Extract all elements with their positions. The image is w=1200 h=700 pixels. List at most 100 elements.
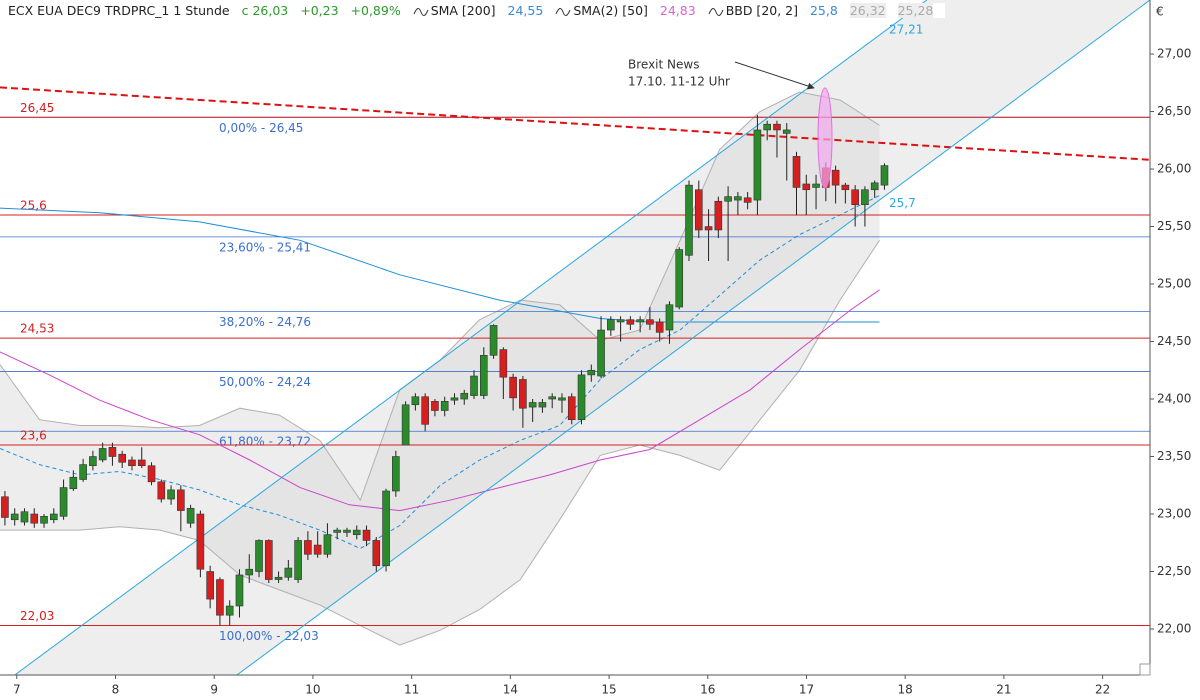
- candle-body: [69, 476, 78, 490]
- fibonacci-label: 50,00% - 24,24: [219, 375, 311, 389]
- candle-body: [177, 489, 185, 511]
- candle-body: [675, 249, 684, 308]
- candle-body: [861, 189, 869, 205]
- candle-body: [216, 579, 224, 616]
- candle-body: [421, 396, 429, 425]
- plot-area: 0,00% - 26,45 23,60% - 25,41 38,20% - 24,7…: [0, 0, 1150, 675]
- candle-body: [470, 375, 478, 396]
- candle-body: [255, 540, 263, 572]
- x-tick-label: 22: [1095, 683, 1110, 697]
- candle-body: [431, 401, 439, 411]
- y-tick-label: 22,50: [1157, 564, 1191, 578]
- annotations: Brexit News 17.10. 11-12 Uhr: [628, 58, 833, 189]
- bollinger-lower: [0, 240, 880, 646]
- candle-body: [743, 197, 752, 203]
- annotation-arrow: [734, 61, 815, 90]
- channel-fill: [14, 0, 1150, 675]
- header-item: BBD [20, 2]: [725, 3, 798, 18]
- x-tick-label: 14: [503, 683, 518, 697]
- candle-body: [831, 169, 840, 186]
- candle-body: [607, 319, 615, 331]
- candle-body: [626, 319, 635, 325]
- candle-body: [763, 123, 771, 131]
- fibonacci-label: 23,60% - 25,41: [219, 240, 311, 254]
- y-tick-label: 26,00: [1157, 162, 1191, 176]
- candle-body: [59, 487, 68, 517]
- indicator-icon: [708, 7, 724, 16]
- x-tick-label: 16: [700, 683, 715, 697]
- candle-body: [694, 189, 703, 231]
- candle-body: [851, 189, 859, 205]
- candle-body: [616, 319, 625, 323]
- bollinger-fill: [0, 92, 880, 646]
- candle-body: [509, 376, 517, 399]
- candle-body: [382, 490, 390, 567]
- candle-body: [753, 129, 762, 201]
- candle-body: [567, 396, 576, 421]
- y-tick-label: 22,00: [1157, 622, 1191, 636]
- x-tick-label: 10: [305, 683, 320, 697]
- x-tick-label: 21: [996, 683, 1011, 697]
- candle-body: [655, 321, 664, 333]
- candle-body: [333, 529, 342, 533]
- candle-body: [646, 319, 654, 325]
- candle-body: [343, 529, 351, 533]
- candle-body: [587, 369, 596, 376]
- x-tick-label: 11: [404, 683, 419, 697]
- candle-body: [734, 196, 742, 201]
- candle-body: [245, 568, 254, 576]
- candle-body: [450, 397, 459, 401]
- level-label: 26,45: [20, 101, 54, 115]
- fibonacci-label: 100,00% - 22,03: [219, 629, 319, 643]
- candle-body: [294, 540, 302, 580]
- candle-body: [724, 196, 732, 202]
- header-item: +0,23: [300, 3, 339, 18]
- candle-body: [118, 453, 127, 463]
- fibonacci-label: 38,20% - 24,76: [219, 315, 311, 329]
- candle-body: [313, 544, 322, 555]
- candle-body: [167, 489, 175, 500]
- candle-body: [548, 396, 556, 400]
- candle-body: [597, 329, 605, 377]
- sma-line: [0, 289, 880, 512]
- candle-body: [362, 529, 371, 541]
- candle-body: [1, 496, 9, 518]
- candle-body: [264, 540, 273, 580]
- candle-body: [372, 540, 381, 567]
- header-item: 26,32: [849, 3, 886, 18]
- y-tick-label: 23,00: [1157, 507, 1191, 521]
- annotation-text: 17.10. 11-12 Uhr: [628, 75, 730, 89]
- header-item: 24,83: [659, 3, 696, 18]
- candle-body: [196, 513, 205, 570]
- candle-body: [284, 567, 293, 578]
- fibonacci-label: 61,80% - 23,72: [219, 435, 311, 449]
- candle-body: [128, 459, 136, 467]
- candle-body: [206, 571, 214, 600]
- channel-label: 25,7: [889, 196, 916, 210]
- icon-wave: [413, 7, 429, 16]
- header-item: 25,8: [809, 3, 838, 18]
- candle-body: [392, 456, 400, 492]
- candle-body: [235, 574, 244, 607]
- bollinger-middle: [0, 195, 880, 550]
- candle-body: [714, 200, 723, 231]
- candle-body: [440, 401, 449, 411]
- candle-body: [98, 448, 107, 461]
- candle-body: [147, 465, 156, 483]
- candle-body: [577, 374, 586, 421]
- x-tick-label: 17: [799, 683, 814, 697]
- y-tick-label: 27,00: [1157, 47, 1191, 61]
- candle-body: [274, 576, 283, 580]
- candle-body: [538, 402, 547, 408]
- candle-body: [225, 605, 234, 616]
- candle-body: [20, 511, 29, 523]
- candle-body: [49, 513, 58, 521]
- candle-body: [10, 513, 19, 521]
- candle-body: [401, 404, 410, 446]
- channel-line: [236, 0, 1150, 675]
- candle-body: [519, 379, 527, 409]
- x-tick-label: 15: [601, 683, 616, 697]
- candle-body: [792, 156, 801, 188]
- header-item: +0,89%: [350, 3, 401, 18]
